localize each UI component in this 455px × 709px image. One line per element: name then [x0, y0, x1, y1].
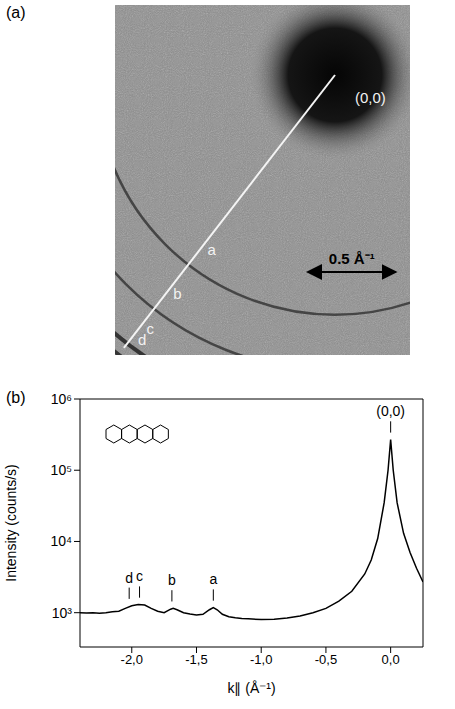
svg-text:10⁵: 10⁵ — [51, 462, 72, 478]
svg-text:b: b — [168, 572, 176, 588]
svg-text:(0,0): (0,0) — [376, 403, 405, 419]
svg-text:10⁶: 10⁶ — [51, 391, 72, 407]
svg-text:-1,5: -1,5 — [185, 652, 207, 667]
svg-text:d: d — [125, 570, 133, 586]
svg-text:a: a — [208, 241, 217, 258]
svg-text:b: b — [173, 285, 181, 302]
svg-text:c: c — [136, 568, 143, 584]
svg-text:10⁴: 10⁴ — [50, 533, 72, 549]
svg-text:0.5 Å⁻¹: 0.5 Å⁻¹ — [329, 250, 375, 267]
svg-text:-2,0: -2,0 — [121, 652, 143, 667]
svg-text:(a): (a) — [6, 4, 26, 21]
svg-text:Intensity (counts/s): Intensity (counts/s) — [3, 464, 19, 582]
svg-text:(0,0): (0,0) — [355, 89, 386, 106]
svg-text:c: c — [147, 320, 155, 337]
svg-text:-0,5: -0,5 — [315, 652, 337, 667]
svg-text:10³: 10³ — [52, 605, 73, 621]
svg-text:0,0: 0,0 — [382, 652, 400, 667]
svg-text:d: d — [138, 331, 146, 348]
svg-text:k∥ (Å⁻¹): k∥ (Å⁻¹) — [227, 680, 275, 696]
svg-text:-1,0: -1,0 — [250, 652, 272, 667]
html-text:(b): (b) — [6, 389, 26, 406]
svg-text:a: a — [209, 571, 217, 587]
